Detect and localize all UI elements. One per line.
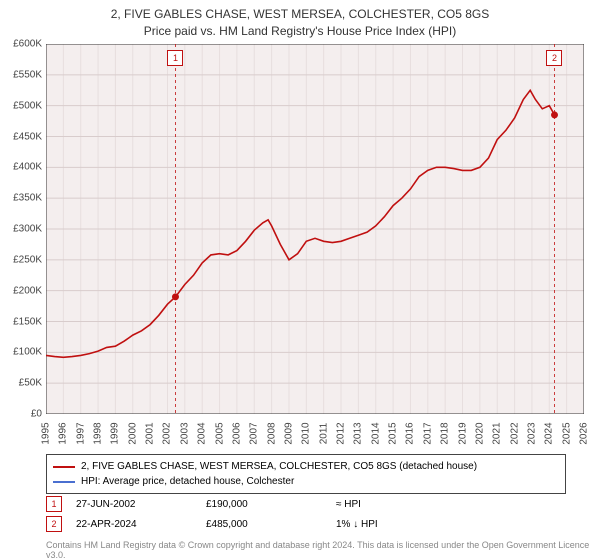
legend-label: 2, FIVE GABLES CHASE, WEST MERSEA, COLCH… [81, 459, 477, 474]
x-axis-label: 1998 [93, 422, 104, 444]
x-axis-label: 2024 [544, 422, 555, 444]
sale-date: 27-JUN-2002 [76, 499, 206, 510]
y-axis-label: £400K [0, 162, 42, 173]
sale-price: £485,000 [206, 519, 336, 530]
legend-swatch [53, 481, 75, 483]
x-axis-label: 2014 [370, 422, 381, 444]
x-axis-label: 1996 [58, 422, 69, 444]
sale-marker-badge: 1 [167, 50, 183, 66]
title-line2: Price paid vs. HM Land Registry's House … [0, 23, 600, 40]
x-axis-label: 2026 [579, 422, 590, 444]
sale-badge: 1 [46, 496, 62, 512]
x-axis-label: 2021 [492, 422, 503, 444]
x-axis-label: 2011 [318, 423, 329, 445]
x-axis-label: 2005 [214, 422, 225, 444]
x-axis-label: 1997 [75, 422, 86, 444]
x-axis-label: 2000 [127, 422, 138, 444]
x-axis-label: 2016 [405, 422, 416, 444]
y-axis-label: £600K [0, 39, 42, 50]
legend-item: 2, FIVE GABLES CHASE, WEST MERSEA, COLCH… [53, 459, 559, 474]
legend: 2, FIVE GABLES CHASE, WEST MERSEA, COLCH… [46, 454, 566, 494]
x-axis-label: 2017 [422, 422, 433, 444]
x-axis-label: 1995 [41, 422, 52, 444]
x-axis-label: 2020 [474, 422, 485, 444]
x-axis-label: 2002 [162, 422, 173, 444]
sale-price: £190,000 [206, 499, 336, 510]
y-axis-label: £100K [0, 347, 42, 358]
x-axis-label: 2003 [179, 422, 190, 444]
x-axis-label: 2008 [266, 422, 277, 444]
y-axis-label: £150K [0, 316, 42, 327]
sale-note: ≈ HPI [336, 499, 466, 510]
sale-row: 1 27-JUN-2002£190,000≈ HPI [46, 496, 566, 512]
legend-swatch [53, 466, 75, 468]
legend-label: HPI: Average price, detached house, Colc… [81, 474, 294, 489]
x-axis-label: 2012 [336, 422, 347, 444]
x-axis-label: 2009 [283, 422, 294, 444]
x-axis-label: 2022 [509, 422, 520, 444]
x-axis-label: 2006 [231, 422, 242, 444]
sale-badge: 2 [46, 516, 62, 532]
x-axis-label: 2015 [388, 422, 399, 444]
x-axis-label: 1999 [110, 422, 121, 444]
chart: 12£0£50K£100K£150K£200K£250K£300K£350K£4… [46, 44, 584, 414]
y-axis-label: £0 [0, 409, 42, 420]
sale-note: 1% ↓ HPI [336, 519, 466, 530]
x-axis-label: 2001 [145, 422, 156, 444]
chart-title: 2, FIVE GABLES CHASE, WEST MERSEA, COLCH… [0, 0, 600, 40]
sale-date: 22-APR-2024 [76, 519, 206, 530]
y-axis-label: £350K [0, 193, 42, 204]
x-axis-label: 2023 [526, 422, 537, 444]
x-axis-label: 2007 [249, 422, 260, 444]
line-chart-svg [46, 44, 584, 414]
y-axis-label: £200K [0, 285, 42, 296]
y-axis-label: £500K [0, 100, 42, 111]
x-axis-label: 2013 [353, 422, 364, 444]
x-axis-label: 2018 [440, 422, 451, 444]
legend-item: HPI: Average price, detached house, Colc… [53, 474, 559, 489]
x-axis-label: 2004 [197, 422, 208, 444]
x-axis-label: 2010 [301, 422, 312, 444]
x-axis-label: 2025 [561, 422, 572, 444]
title-line1: 2, FIVE GABLES CHASE, WEST MERSEA, COLCH… [0, 6, 600, 23]
x-axis-label: 2019 [457, 422, 468, 444]
y-axis-label: £550K [0, 69, 42, 80]
sale-marker-badge: 2 [546, 50, 562, 66]
y-axis-label: £450K [0, 131, 42, 142]
y-axis-label: £250K [0, 254, 42, 265]
y-axis-label: £300K [0, 224, 42, 235]
y-axis-label: £50K [0, 378, 42, 389]
footer-text: Contains HM Land Registry data © Crown c… [46, 540, 600, 560]
sale-row: 2 22-APR-2024£485,0001% ↓ HPI [46, 516, 566, 532]
